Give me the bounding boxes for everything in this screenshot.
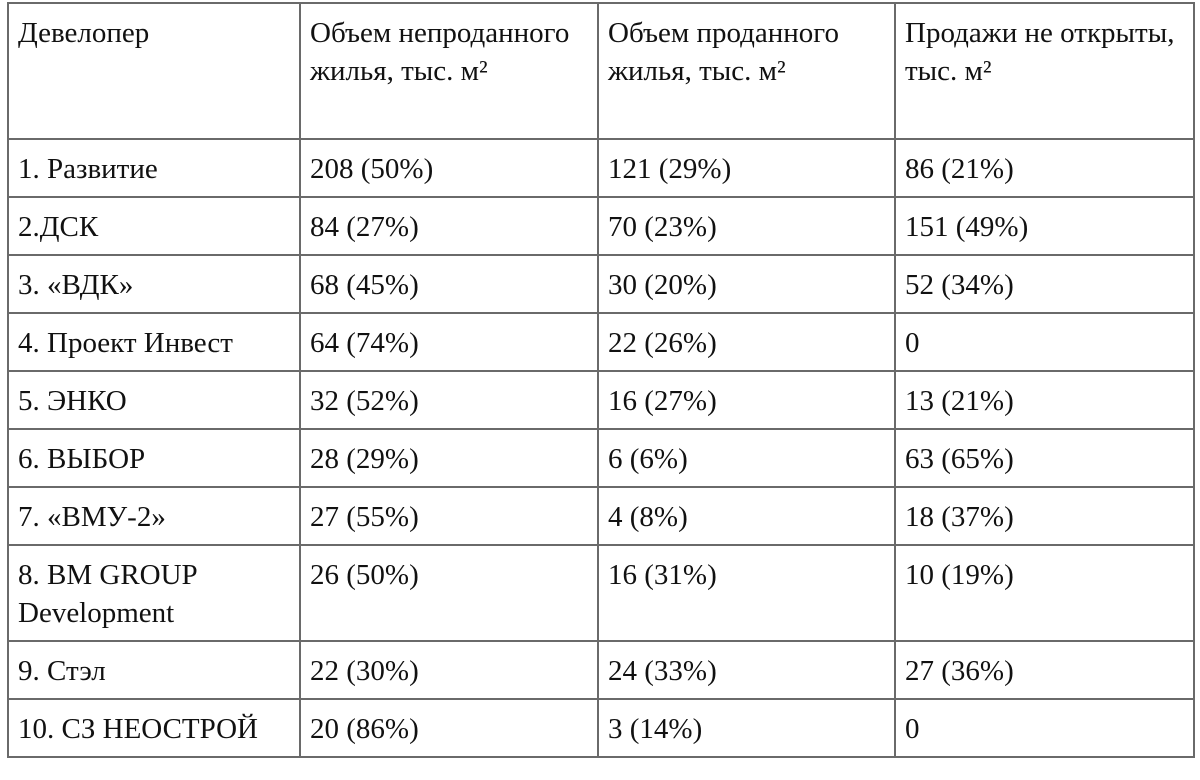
developer-cell: 4. Проект Инвест (7, 312, 301, 372)
developer-cell: 10. СЗ НЕОСТРОЙ (7, 698, 301, 758)
table-row: 10. СЗ НЕОСТРОЙ 20 (86%) 3 (14%) 0 (7, 698, 1195, 758)
value-cell: 0 (894, 312, 1195, 372)
developer-cell: 6. ВЫБОР (7, 428, 301, 488)
value-cell: 68 (45%) (299, 254, 599, 314)
value-cell: 6 (6%) (597, 428, 896, 488)
table-row: 8. BM GROUP Development 26 (50%) 16 (31%) 1… (7, 544, 1195, 642)
table-row: 5. ЭНКО 32 (52%) 16 (27%) 13 (21%) (7, 370, 1195, 430)
value-cell: 32 (52%) (299, 370, 599, 430)
table-row: 2.ДСК 84 (27%) 70 (23%) 151 (49%) (7, 196, 1195, 256)
value-cell: 30 (20%) (597, 254, 896, 314)
value-cell: 208 (50%) (299, 138, 599, 198)
value-cell: 121 (29%) (597, 138, 896, 198)
table-row: 9. Стэл 22 (30%) 24 (33%) 27 (36%) (7, 640, 1195, 700)
table-row: 1. Развитие 208 (50%) 121 (29%) 86 (21%) (7, 138, 1195, 198)
developer-cell: 5. ЭНКО (7, 370, 301, 430)
table-body: 1. Развитие 208 (50%) 121 (29%) 86 (21%) 2.Д… (7, 138, 1195, 758)
table-row: 6. ВЫБОР 28 (29%) 6 (6%) 63 (65%) (7, 428, 1195, 488)
value-cell: 24 (33%) (597, 640, 896, 700)
value-cell: 27 (55%) (299, 486, 599, 546)
header-cell: Объем непроданного жилья, тыс. м² (299, 2, 599, 140)
developer-cell: 2.ДСК (7, 196, 301, 256)
table-row: 4. Проект Инвест 64 (74%) 22 (26%) 0 (7, 312, 1195, 372)
value-cell: 13 (21%) (894, 370, 1195, 430)
table-row: 3. «ВДК» 68 (45%) 30 (20%) 52 (34%) (7, 254, 1195, 314)
value-cell: 0 (894, 698, 1195, 758)
value-cell: 16 (31%) (597, 544, 896, 642)
developer-cell: 9. Стэл (7, 640, 301, 700)
value-cell: 28 (29%) (299, 428, 599, 488)
value-cell: 26 (50%) (299, 544, 599, 642)
developer-cell: 7. «ВМУ-2» (7, 486, 301, 546)
value-cell: 22 (30%) (299, 640, 599, 700)
value-cell: 18 (37%) (894, 486, 1195, 546)
value-cell: 52 (34%) (894, 254, 1195, 314)
value-cell: 20 (86%) (299, 698, 599, 758)
table-row: 7. «ВМУ-2» 27 (55%) 4 (8%) 18 (37%) (7, 486, 1195, 546)
value-cell: 64 (74%) (299, 312, 599, 372)
value-cell: 86 (21%) (894, 138, 1195, 198)
value-cell: 63 (65%) (894, 428, 1195, 488)
value-cell: 3 (14%) (597, 698, 896, 758)
value-cell: 84 (27%) (299, 196, 599, 256)
developer-cell: 3. «ВДК» (7, 254, 301, 314)
value-cell: 4 (8%) (597, 486, 896, 546)
developer-cell: 8. BM GROUP Development (7, 544, 301, 642)
header-cell: Объем проданного жилья, тыс. м² (597, 2, 896, 140)
header-row: Девелопер Объем непроданного жилья, тыс. … (7, 2, 1195, 140)
developer-cell: 1. Развитие (7, 138, 301, 198)
value-cell: 70 (23%) (597, 196, 896, 256)
value-cell: 22 (26%) (597, 312, 896, 372)
developer-table: Девелопер Объем непроданного жилья, тыс. … (7, 2, 1195, 758)
value-cell: 27 (36%) (894, 640, 1195, 700)
value-cell: 10 (19%) (894, 544, 1195, 642)
value-cell: 16 (27%) (597, 370, 896, 430)
value-cell: 151 (49%) (894, 196, 1195, 256)
header-cell: Продажи не открыты, тыс. м² (894, 2, 1195, 140)
header-cell: Девелопер (7, 2, 301, 140)
